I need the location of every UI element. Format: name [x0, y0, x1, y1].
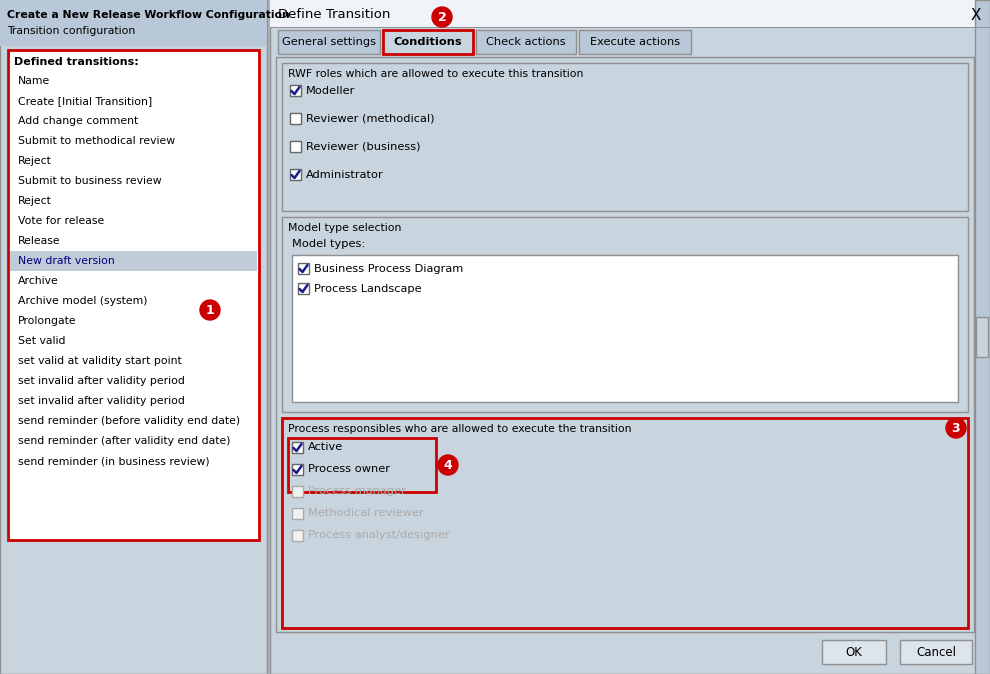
- Text: Reject: Reject: [18, 156, 51, 166]
- Text: Release: Release: [18, 236, 60, 246]
- Text: 4: 4: [444, 459, 452, 472]
- Text: Create [Initial Transition]: Create [Initial Transition]: [18, 96, 152, 106]
- Text: Transition configuration: Transition configuration: [7, 26, 136, 36]
- Text: Process Landscape: Process Landscape: [314, 284, 422, 293]
- Text: send reminder (in business review): send reminder (in business review): [18, 456, 210, 466]
- Text: Conditions: Conditions: [394, 37, 462, 47]
- Text: Reject: Reject: [18, 196, 51, 206]
- Text: Add change comment: Add change comment: [18, 116, 139, 126]
- Text: 1: 1: [206, 304, 215, 317]
- Text: 2: 2: [438, 11, 446, 24]
- Text: Archive model (system): Archive model (system): [18, 296, 148, 306]
- Text: Cancel: Cancel: [916, 646, 956, 658]
- Text: send reminder (after validity end date): send reminder (after validity end date): [18, 436, 231, 446]
- Bar: [298, 283, 309, 294]
- Bar: [290, 141, 301, 152]
- Text: RWF roles which are allowed to execute this transition: RWF roles which are allowed to execute t…: [288, 69, 583, 79]
- Bar: [0, 0, 267, 674]
- Bar: [290, 113, 301, 124]
- Bar: [822, 640, 886, 664]
- Bar: [282, 217, 968, 412]
- Text: 3: 3: [951, 422, 960, 435]
- Text: Set valid: Set valid: [18, 336, 65, 346]
- Text: Modeller: Modeller: [306, 86, 355, 96]
- Text: Prolongate: Prolongate: [18, 316, 76, 326]
- Text: OK: OK: [845, 646, 862, 658]
- Bar: [276, 57, 974, 632]
- Bar: [10, 251, 257, 271]
- Bar: [292, 464, 303, 475]
- Bar: [282, 63, 968, 211]
- Bar: [292, 530, 303, 541]
- Bar: [476, 30, 576, 54]
- Text: Define Transition: Define Transition: [278, 7, 390, 20]
- Text: Active: Active: [308, 443, 344, 452]
- Text: Process analyst/designer: Process analyst/designer: [308, 530, 449, 541]
- Text: Create a New Release Workflow Configuration: Create a New Release Workflow Configurat…: [7, 10, 290, 20]
- Text: Name: Name: [18, 76, 50, 86]
- Text: New draft version: New draft version: [18, 256, 115, 266]
- Text: set valid at validity start point: set valid at validity start point: [18, 356, 182, 366]
- Bar: [579, 30, 691, 54]
- Text: Process owner: Process owner: [308, 464, 390, 474]
- Bar: [290, 169, 301, 180]
- Circle shape: [438, 455, 458, 475]
- Text: Model type selection: Model type selection: [288, 223, 401, 233]
- Bar: [900, 640, 972, 664]
- Text: Model types:: Model types:: [292, 239, 365, 249]
- Text: Check actions: Check actions: [486, 37, 566, 47]
- Bar: [282, 418, 968, 628]
- Text: Execute actions: Execute actions: [590, 37, 680, 47]
- Bar: [270, 27, 990, 28]
- Text: set invalid after validity period: set invalid after validity period: [18, 396, 185, 406]
- Text: Process responsibles who are allowed to execute the transition: Process responsibles who are allowed to …: [288, 424, 632, 434]
- Text: Reviewer (business): Reviewer (business): [306, 142, 421, 152]
- Circle shape: [200, 300, 220, 320]
- Text: Reviewer (methodical): Reviewer (methodical): [306, 113, 435, 123]
- Text: Administrator: Administrator: [306, 169, 384, 179]
- Text: Methodical reviewer: Methodical reviewer: [308, 508, 424, 518]
- Bar: [278, 30, 380, 54]
- Bar: [292, 442, 303, 453]
- Bar: [292, 255, 958, 402]
- Bar: [270, 0, 990, 674]
- Circle shape: [432, 7, 452, 27]
- Text: Business Process Diagram: Business Process Diagram: [314, 264, 463, 274]
- Text: General settings: General settings: [282, 37, 376, 47]
- Bar: [270, 0, 975, 28]
- Text: Archive: Archive: [18, 276, 58, 286]
- Bar: [292, 508, 303, 519]
- Text: Submit to business review: Submit to business review: [18, 176, 161, 186]
- Bar: [288, 438, 436, 492]
- Bar: [975, 0, 990, 674]
- Bar: [8, 50, 259, 540]
- Text: X: X: [971, 8, 981, 23]
- Text: Vote for release: Vote for release: [18, 216, 104, 226]
- Bar: [383, 30, 473, 54]
- Bar: [0, 0, 267, 46]
- Text: Submit to methodical review: Submit to methodical review: [18, 136, 175, 146]
- Text: send reminder (before validity end date): send reminder (before validity end date): [18, 416, 241, 426]
- Text: set invalid after validity period: set invalid after validity period: [18, 376, 185, 386]
- Bar: [298, 263, 309, 274]
- Circle shape: [946, 418, 966, 438]
- Bar: [976, 317, 988, 357]
- Text: Process manager: Process manager: [308, 487, 406, 497]
- Text: Defined transitions:: Defined transitions:: [14, 57, 139, 67]
- Bar: [290, 85, 301, 96]
- Bar: [292, 486, 303, 497]
